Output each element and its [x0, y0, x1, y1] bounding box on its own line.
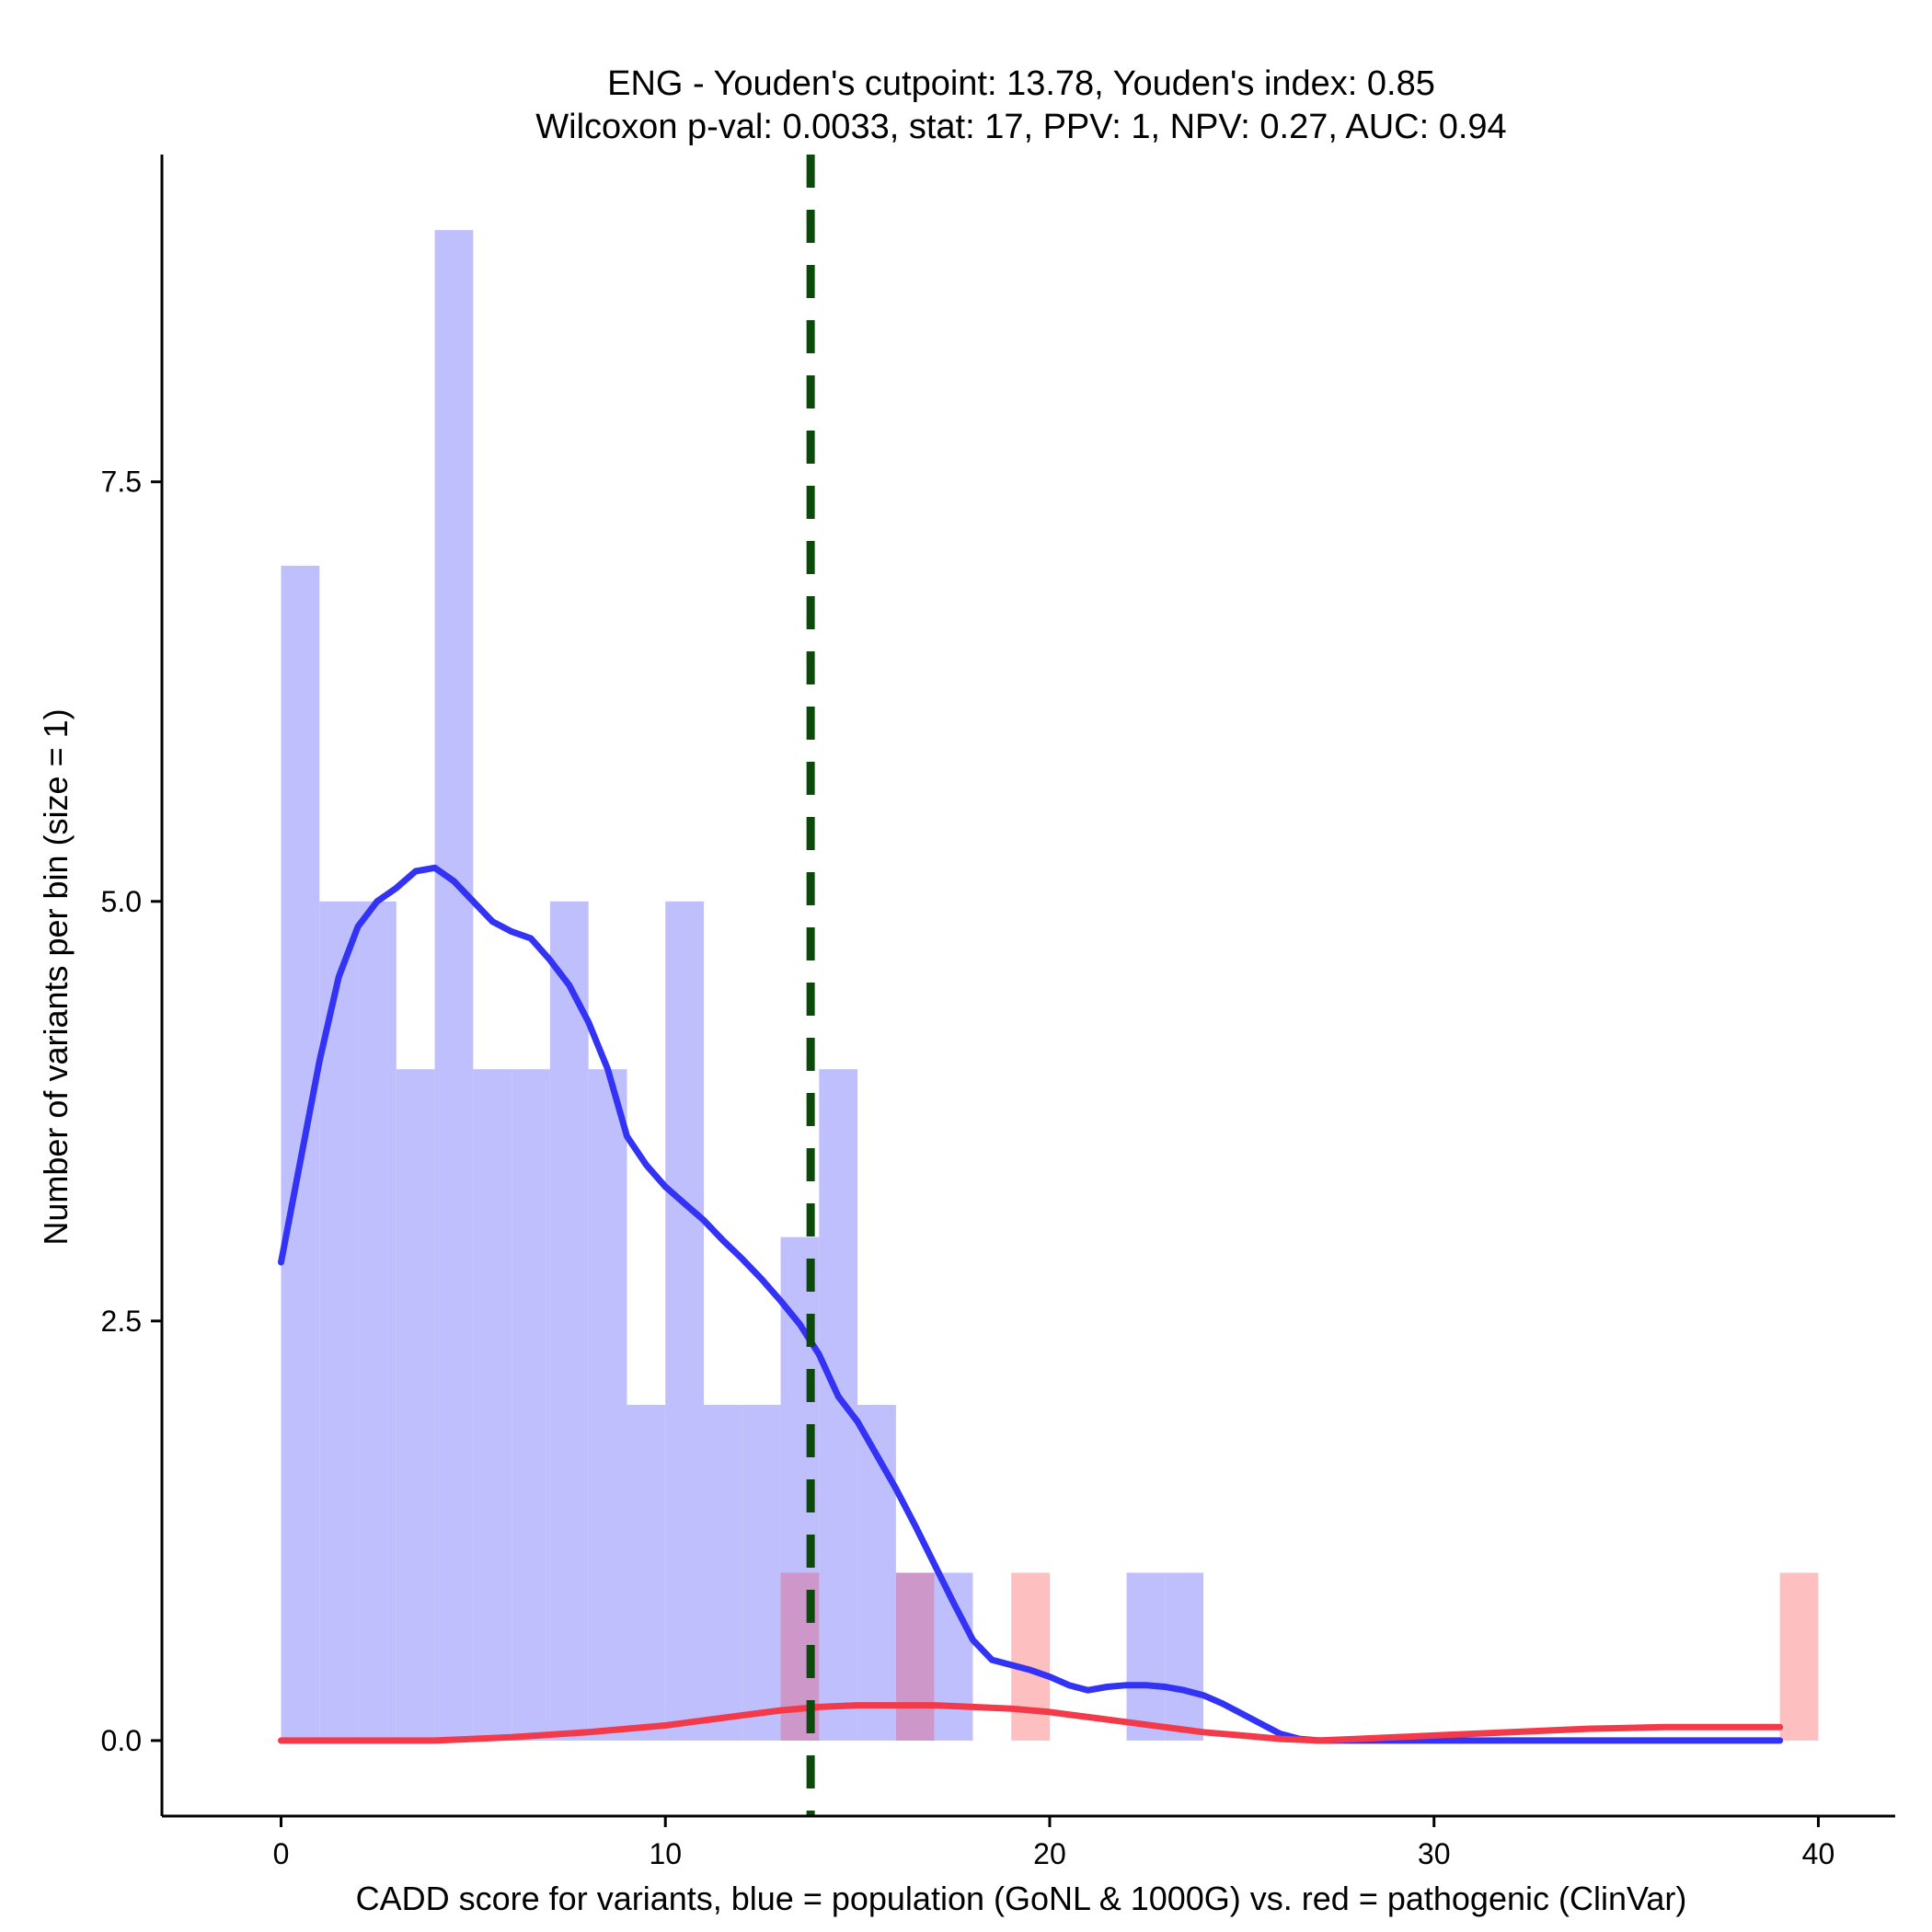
y-tick-label: 0.0 [101, 1724, 142, 1757]
population-bar-7 [549, 901, 589, 1741]
population-bar-14 [819, 1069, 858, 1741]
y-tick-label: 5.0 [101, 885, 142, 918]
population-bar-18 [1126, 1572, 1166, 1741]
population-bar-3 [396, 1069, 435, 1741]
population-bar-11 [704, 1405, 742, 1741]
population-bar-12 [742, 1405, 781, 1741]
population-histogram-bars [281, 230, 1204, 1741]
pathogenic-bar-3 [1779, 1572, 1819, 1741]
pathogenic-density-curve [278, 1702, 1784, 1744]
population-bar-8 [588, 1069, 627, 1741]
x-axis-title: CADD score for variants, blue = populati… [356, 1880, 1687, 1917]
x-axis-ticks: 0 10 20 30 40 [273, 1816, 1835, 1870]
x-tick-label: 30 [1418, 1837, 1451, 1870]
overlap-bar-1 [895, 1572, 935, 1741]
x-tick-label: 40 [1802, 1837, 1835, 1870]
population-bar-6 [512, 1069, 550, 1741]
population-bar-9 [627, 1405, 666, 1741]
y-tick-label: 7.5 [101, 466, 142, 499]
population-bar-19 [1165, 1572, 1204, 1741]
y-tick-label: 2.5 [101, 1305, 142, 1338]
population-bar-5 [473, 1069, 512, 1741]
x-tick-label: 20 [1033, 1837, 1066, 1870]
x-tick-label: 10 [649, 1837, 682, 1870]
y-axis-title: Number of variants per bin (size = 1) [37, 708, 75, 1245]
y-axis-ticks: 0.0 2.5 5.0 7.5 [101, 466, 162, 1757]
x-tick-label: 0 [273, 1837, 290, 1870]
population-density-curve [278, 864, 1784, 1744]
population-bar-2 [358, 901, 397, 1741]
population-bar-10 [665, 901, 705, 1741]
population-bar-4 [434, 230, 474, 1741]
chart-title-line-1: ENG - Youden's cutpoint: 13.78, Youden's… [607, 64, 1435, 103]
pathogenic-bar-2 [1011, 1572, 1050, 1741]
chart-title-line-2: Wilcoxon p-val: 0.0033, stat: 17, PPV: 1… [535, 108, 1506, 146]
